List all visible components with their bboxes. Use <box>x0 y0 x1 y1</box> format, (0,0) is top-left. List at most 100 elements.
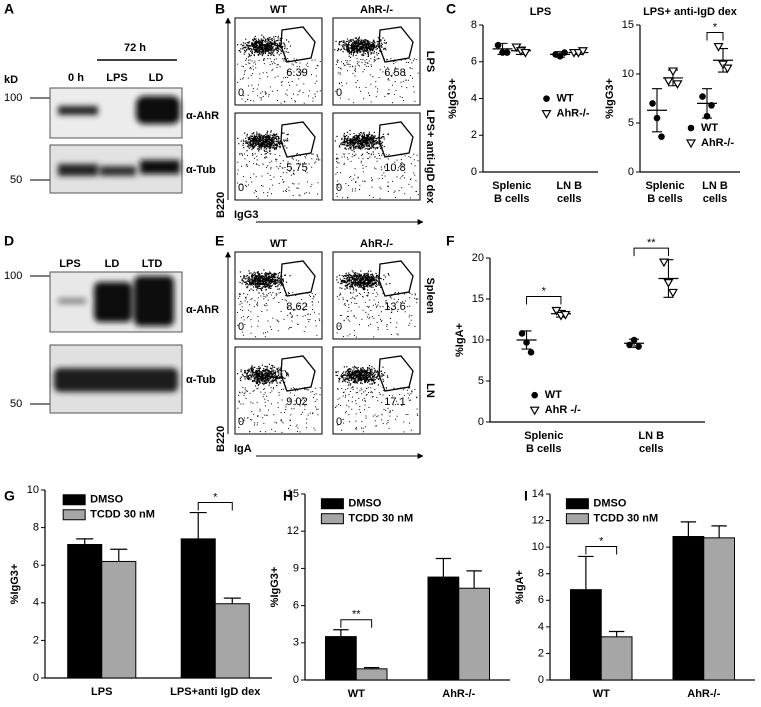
event-dot <box>257 287 259 289</box>
event-dot <box>381 169 383 171</box>
event-dot <box>245 373 247 375</box>
event-dot <box>258 135 260 137</box>
event-dot <box>248 278 250 280</box>
event-dot <box>272 379 274 381</box>
event-dot <box>356 39 358 41</box>
event-dot <box>352 47 354 50</box>
event-dot <box>388 274 390 276</box>
event-dot <box>283 43 286 45</box>
event-dot <box>256 49 258 51</box>
event-dot <box>360 46 362 49</box>
event-dot <box>356 52 359 54</box>
event-dot <box>281 299 283 301</box>
event-dot <box>260 43 262 45</box>
event-dot <box>366 140 368 142</box>
event-dot <box>259 373 261 375</box>
event-dot <box>297 323 299 325</box>
event-dot <box>375 147 377 149</box>
event-dot <box>298 305 300 307</box>
event-dot <box>247 165 249 167</box>
event-dot <box>243 176 245 178</box>
event-dot <box>355 43 357 45</box>
event-dot <box>260 38 262 40</box>
event-dot <box>307 181 309 183</box>
event-dot <box>271 373 274 375</box>
event-dot <box>287 307 289 309</box>
event-dot <box>263 368 265 370</box>
event-dot <box>268 93 270 95</box>
event-dot <box>268 293 270 295</box>
event-dot <box>374 135 376 137</box>
event-dot <box>346 284 349 286</box>
event-dot <box>370 270 372 272</box>
event-dot <box>247 285 249 288</box>
event-dot <box>264 146 266 148</box>
event-dot <box>253 413 255 415</box>
event-dot <box>349 64 351 66</box>
event-dot <box>265 369 268 371</box>
event-dot <box>336 279 338 281</box>
event-dot <box>261 137 263 139</box>
event-dot <box>308 192 310 194</box>
event-dot <box>256 377 258 379</box>
event-dot <box>353 334 355 336</box>
event-dot <box>247 48 249 50</box>
event-dot <box>273 272 276 274</box>
event-dot <box>349 286 351 288</box>
event-dot <box>268 135 270 137</box>
event-dot <box>354 274 356 276</box>
event-dot <box>368 43 370 45</box>
event-dot <box>255 282 257 284</box>
event-dot <box>346 38 349 40</box>
event-dot <box>271 367 273 370</box>
event-dot <box>269 149 271 151</box>
event-dot <box>296 424 298 426</box>
event-dot <box>254 385 257 387</box>
event-dot <box>260 53 262 55</box>
event-dot <box>258 280 260 282</box>
event-dot <box>410 157 412 159</box>
event-dot <box>258 139 261 141</box>
event-dot <box>260 185 262 187</box>
event-dot <box>308 95 310 97</box>
event-dot <box>372 304 374 306</box>
event-dot <box>305 192 307 194</box>
event-dot <box>273 283 276 285</box>
event-dot <box>252 91 254 93</box>
event-dot <box>276 133 278 135</box>
flow-plot: 8.620 <box>234 251 323 340</box>
event-dot <box>335 374 337 376</box>
event-dot <box>305 326 307 328</box>
event-dot <box>377 136 380 139</box>
event-dot <box>263 394 265 396</box>
event-dot <box>412 60 414 62</box>
event-dot <box>353 146 355 148</box>
event-dot <box>368 279 370 281</box>
event-dot <box>272 278 274 280</box>
event-dot <box>341 283 343 285</box>
event-dot <box>370 137 372 139</box>
event-dot <box>375 278 377 280</box>
event-dot <box>360 286 362 288</box>
event-dot <box>351 179 353 181</box>
event-dot <box>269 381 271 383</box>
event-dot <box>286 134 288 136</box>
event-dot <box>359 379 361 381</box>
event-dot <box>274 377 277 380</box>
event-dot <box>352 145 355 147</box>
event-dot <box>255 189 257 191</box>
event-dot <box>259 285 261 287</box>
event-dot <box>377 142 379 144</box>
event-dot <box>368 278 370 280</box>
event-dot <box>304 399 306 401</box>
event-dot <box>382 278 385 281</box>
event-dot <box>357 140 360 142</box>
event-dot <box>269 146 271 148</box>
event-dot <box>344 139 346 141</box>
event-dot <box>365 39 367 41</box>
event-dot <box>259 282 261 285</box>
event-dot <box>254 373 257 376</box>
event-dot <box>277 37 279 39</box>
event-dot <box>361 54 363 57</box>
event-dot <box>265 373 267 375</box>
